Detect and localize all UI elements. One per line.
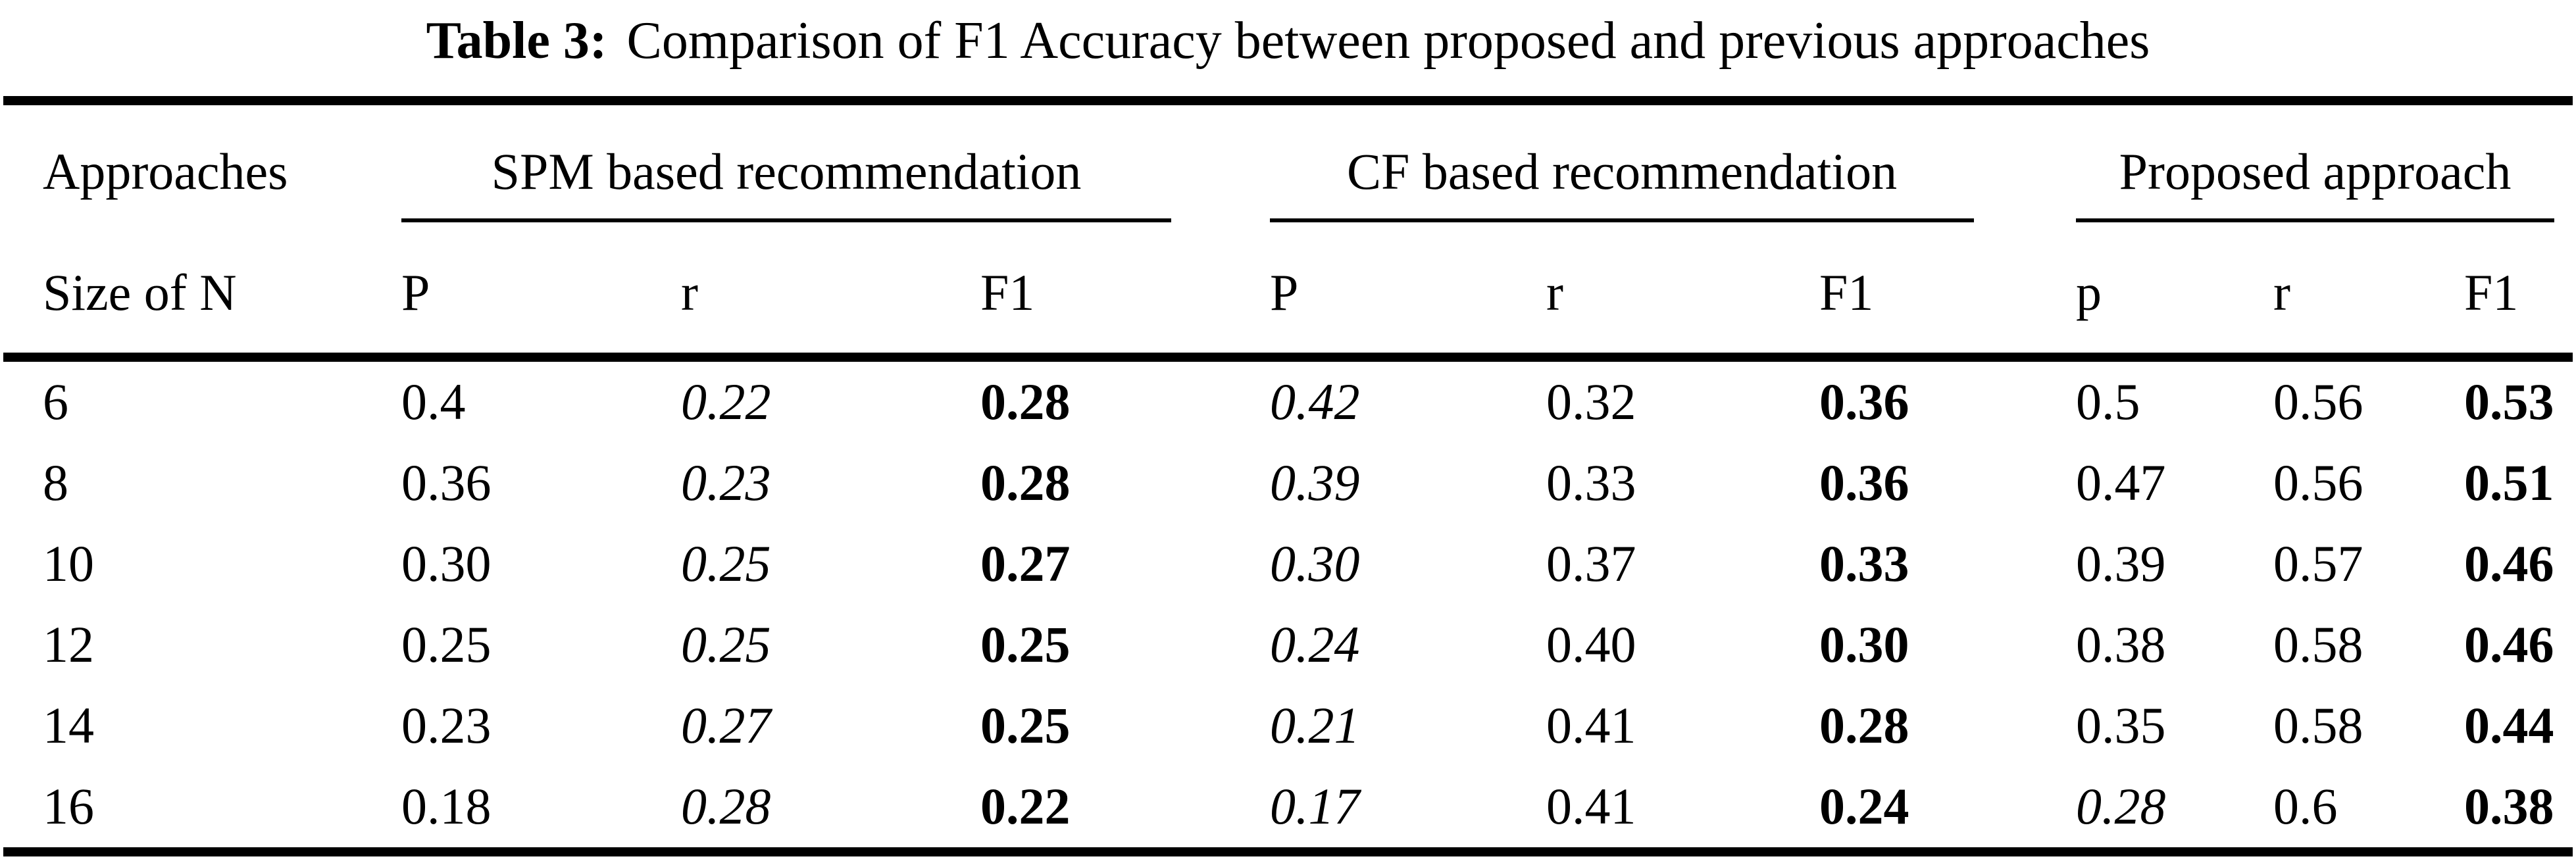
row-label-size-of-n: 14 <box>43 697 94 754</box>
row-label-size-of-n: 10 <box>43 535 94 592</box>
table-caption-label: Table 3: <box>426 12 607 70</box>
table-cell: 0.46 <box>2464 535 2554 592</box>
col-header-prop-r: r <box>2244 222 2435 362</box>
table-body: 6 0.4 0.22 0.28 0.42 0.32 0.36 0.5 0.56 0.53 8 0.36… <box>3 357 2573 852</box>
table-cell: 0.28 <box>980 373 1071 430</box>
col-header-spm-p: P <box>372 222 651 362</box>
table-cell: 0.38 <box>2464 778 2554 835</box>
group-label-cf: CF based recommendation <box>1270 146 1975 222</box>
table-cell: 0.25 <box>681 535 771 592</box>
table-cell: 0.56 <box>2273 373 2363 430</box>
table-cell: 0.25 <box>980 616 1071 673</box>
row-label-size-of-n: 6 <box>43 373 68 430</box>
row-label-size-of-n: 8 <box>43 454 68 511</box>
table-cell: 0.28 <box>681 778 771 835</box>
table-cell: 0.47 <box>2076 454 2166 511</box>
sub-header-row: Size of N P r F1 P r F1 p r F1 <box>3 222 2573 362</box>
table-cell: 0.28 <box>1819 697 1909 754</box>
table-cell: 0.57 <box>2273 535 2363 592</box>
table-cell: 0.38 <box>2076 616 2166 673</box>
table-cell: 0.39 <box>2076 535 2166 592</box>
col-header-spm-f1: F1 <box>951 222 1240 362</box>
table-row: 16 0.18 0.28 0.22 0.17 0.41 0.24 0.28 0.6 0.38 <box>3 766 2573 852</box>
table-cell: 0.4 <box>401 373 466 430</box>
table-row: 12 0.25 0.25 0.25 0.24 0.40 0.30 0.38 0.58 0.46 <box>3 605 2573 685</box>
group-header-spm: SPM based recommendation <box>372 101 1240 222</box>
table-cell: 0.32 <box>1546 373 1636 430</box>
col-header-cf-r: r <box>1517 222 1790 362</box>
table-cell: 0.37 <box>1546 535 1636 592</box>
table-row: 14 0.23 0.27 0.25 0.21 0.41 0.28 0.35 0.58 0.44 <box>3 685 2573 766</box>
table-cell: 0.23 <box>681 454 771 511</box>
table-caption: Table 3: Comparison of F1 Accuracy betwee… <box>0 0 2576 96</box>
table-cell: 0.24 <box>1270 616 1360 673</box>
size-of-n-header: Size of N <box>3 222 372 362</box>
table-cell: 0.51 <box>2464 454 2554 511</box>
table-cell: 0.27 <box>980 535 1071 592</box>
table-cell: 0.30 <box>401 535 492 592</box>
table-cell: 0.30 <box>1270 535 1360 592</box>
table-caption-text: Comparison of F1 Accuracy between propos… <box>626 12 2150 70</box>
group-header-cf: CF based recommendation <box>1240 101 2046 222</box>
table-cell: 0.39 <box>1270 454 1360 511</box>
table-cell: 0.58 <box>2273 616 2363 673</box>
table-cell: 0.40 <box>1546 616 1636 673</box>
table-cell: 0.22 <box>980 778 1071 835</box>
col-header-cf-p: P <box>1240 222 1517 362</box>
table-cell: 0.21 <box>1270 697 1360 754</box>
table-cell: 0.23 <box>401 697 492 754</box>
col-header-prop-p: p <box>2046 222 2244 362</box>
table-cell: 0.28 <box>2076 778 2166 835</box>
table-cell: 0.25 <box>681 616 771 673</box>
table-cell: 0.46 <box>2464 616 2554 673</box>
table-cell: 0.35 <box>2076 697 2166 754</box>
table-cell: 0.58 <box>2273 697 2363 754</box>
col-header-prop-f1: F1 <box>2435 222 2573 362</box>
col-header-cf-f1: F1 <box>1790 222 2047 362</box>
table-cell: 0.6 <box>2273 778 2338 835</box>
approaches-header: Approaches <box>43 143 288 200</box>
table-cell: 0.17 <box>1270 778 1360 835</box>
group-label-proposed: Proposed approach <box>2076 146 2555 222</box>
group-header-row: Approaches SPM based recommendation CF b… <box>3 101 2573 222</box>
table-cell: 0.33 <box>1819 535 1909 592</box>
table-cell: 0.56 <box>2273 454 2363 511</box>
group-label-spm: SPM based recommendation <box>401 146 1171 222</box>
table-cell: 0.24 <box>1819 778 1909 835</box>
table-cell: 0.25 <box>401 616 492 673</box>
table-cell: 0.41 <box>1546 778 1636 835</box>
table-cell: 0.44 <box>2464 697 2554 754</box>
group-header-proposed: Proposed approach <box>2046 101 2573 222</box>
table-cell: 0.30 <box>1819 616 1909 673</box>
table-cell: 0.36 <box>401 454 492 511</box>
results-table: Approaches SPM based recommendation CF b… <box>3 96 2573 856</box>
row-label-size-of-n: 16 <box>43 778 94 835</box>
table-cell: 0.27 <box>681 697 771 754</box>
table-cell: 0.36 <box>1819 373 1909 430</box>
table-cell: 0.42 <box>1270 373 1360 430</box>
table-cell: 0.41 <box>1546 697 1636 754</box>
col-header-spm-r: r <box>651 222 951 362</box>
table-cell: 0.22 <box>681 373 771 430</box>
table-cell: 0.53 <box>2464 373 2554 430</box>
table-cell: 0.36 <box>1819 454 1909 511</box>
table-cell: 0.5 <box>2076 373 2140 430</box>
table-cell: 0.28 <box>980 454 1071 511</box>
table-row: 6 0.4 0.22 0.28 0.42 0.32 0.36 0.5 0.56 0.53 <box>3 357 2573 443</box>
table-row: 8 0.36 0.23 0.28 0.39 0.33 0.36 0.47 0.56 0.51 <box>3 443 2573 524</box>
table-row: 10 0.30 0.25 0.27 0.30 0.37 0.33 0.39 0.57 0.46 <box>3 524 2573 605</box>
row-label-size-of-n: 12 <box>43 616 94 673</box>
table-cell: 0.18 <box>401 778 492 835</box>
table-cell: 0.33 <box>1546 454 1636 511</box>
table-cell: 0.25 <box>980 697 1071 754</box>
